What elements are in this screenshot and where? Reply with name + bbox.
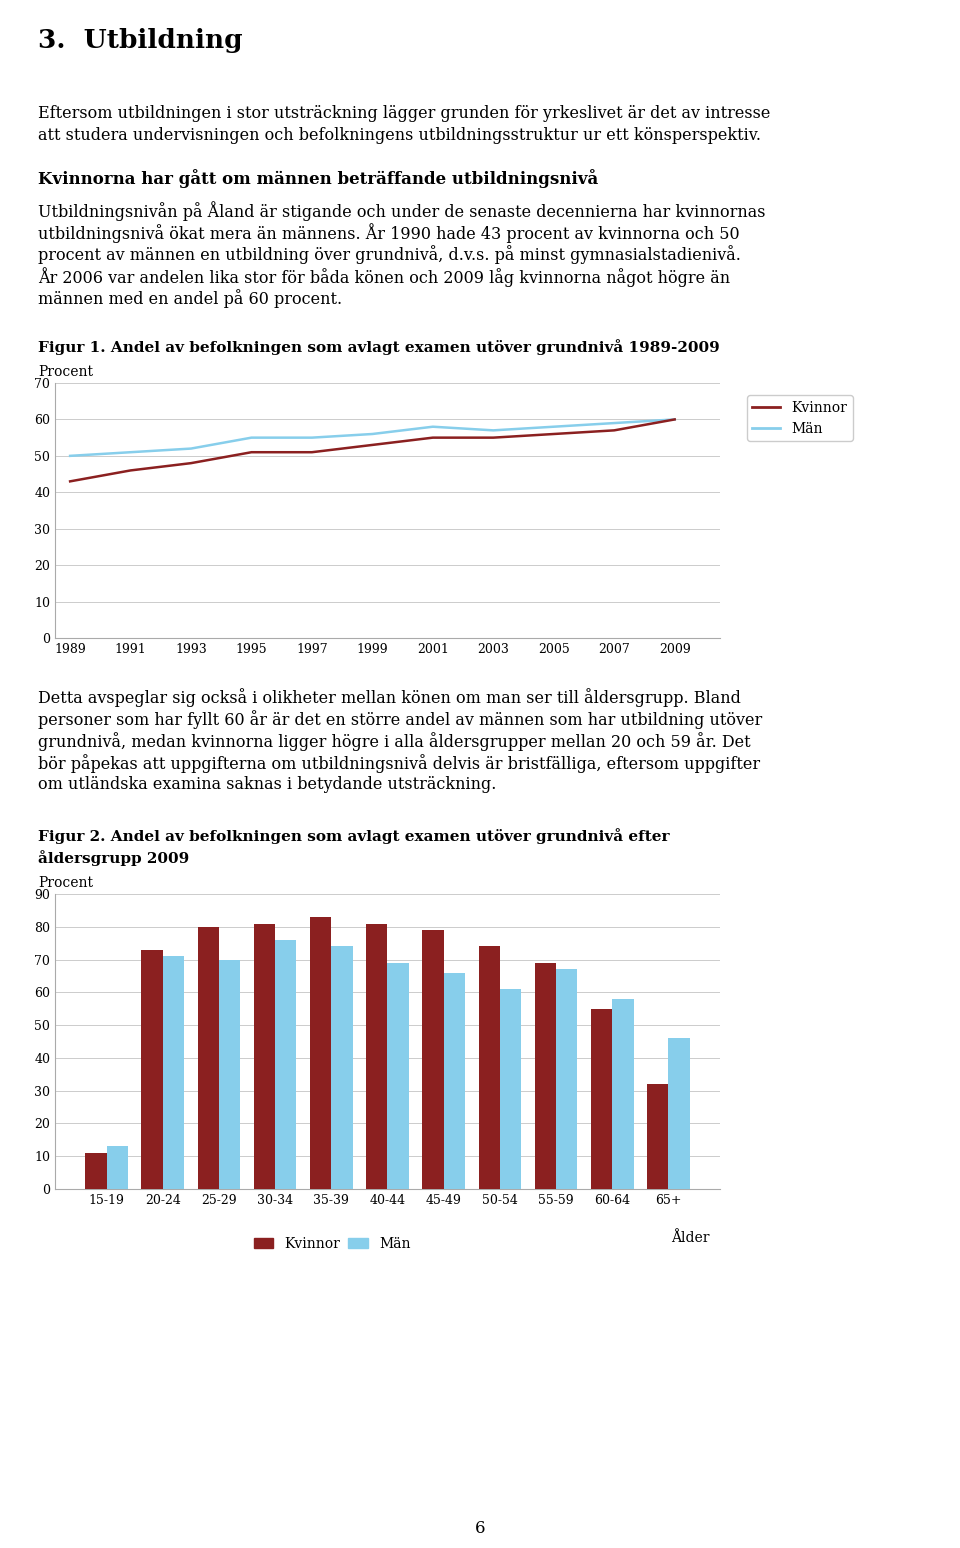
Text: År 2006 var andelen lika stor för båda könen och 2009 låg kvinnorna något högre : År 2006 var andelen lika stor för båda k…	[38, 266, 731, 286]
Bar	[107, 1147, 128, 1189]
Text: bör påpekas att uppgifterna om utbildningsnivå delvis är bristfälliga, eftersom : bör påpekas att uppgifterna om utbildnin…	[38, 754, 760, 772]
Bar	[444, 972, 465, 1189]
Bar	[668, 1039, 690, 1189]
Text: Utbildningsnivån på Åland är stigande och under de senaste decennierna har kvinn: Utbildningsnivån på Åland är stigande oc…	[38, 201, 765, 221]
Bar	[556, 969, 577, 1189]
Text: utbildningsnivå ökat mera än männens. År 1990 hade 43 procent av kvinnorna och 5: utbildningsnivå ökat mera än männens. År…	[38, 223, 739, 243]
Bar	[219, 960, 240, 1189]
Text: Procent: Procent	[38, 876, 93, 890]
Text: Kvinnorna har gått om männen beträffande utbildningsnivå: Kvinnorna har gått om männen beträffande…	[38, 169, 598, 187]
Text: Procent: Procent	[38, 365, 93, 379]
Legend: Kvinnor, Män: Kvinnor, Män	[248, 1231, 416, 1257]
Text: grundnivå, medan kvinnorna ligger högre i alla åldersgrupper mellan 20 och 59 år: grundnivå, medan kvinnorna ligger högre …	[38, 732, 751, 751]
Bar	[366, 924, 388, 1189]
Bar	[331, 946, 352, 1189]
Bar	[591, 1009, 612, 1189]
Bar	[163, 957, 184, 1189]
Bar	[612, 998, 634, 1189]
Bar	[198, 927, 219, 1189]
Text: procent av männen en utbildning över grundnivå, d.v.s. på minst gymnasialstadien: procent av männen en utbildning över gru…	[38, 245, 741, 263]
Bar	[422, 930, 444, 1189]
Bar	[647, 1084, 668, 1189]
Bar	[276, 940, 297, 1189]
Bar	[388, 963, 409, 1189]
Bar	[141, 950, 163, 1189]
Text: Detta avspeglar sig också i olikheter mellan könen om man ser till åldersgrupp. : Detta avspeglar sig också i olikheter me…	[38, 687, 741, 707]
Text: 6: 6	[475, 1520, 485, 1537]
Text: åldersgrupp 2009: åldersgrupp 2009	[38, 850, 189, 865]
Text: att studera undervisningen och befolkningens utbildningsstruktur ur ett könspers: att studera undervisningen och befolknin…	[38, 127, 761, 144]
Text: Ålder: Ålder	[671, 1231, 710, 1245]
Bar	[253, 924, 276, 1189]
Text: om utländska examina saknas i betydande utsträckning.: om utländska examina saknas i betydande …	[38, 776, 496, 793]
Text: Eftersom utbildningen i stor utsträckning lägger grunden för yrkeslivet är det a: Eftersom utbildningen i stor utsträcknin…	[38, 105, 770, 122]
Bar	[85, 1153, 107, 1189]
Bar	[500, 989, 521, 1189]
Text: Figur 2. Andel av befolkningen som avlagt examen utöver grundnivå efter: Figur 2. Andel av befolkningen som avlag…	[38, 828, 669, 844]
Bar	[310, 916, 331, 1189]
Bar	[478, 946, 500, 1189]
Text: Figur 1. Andel av befolkningen som avlagt examen utöver grundnivå 1989-2009: Figur 1. Andel av befolkningen som avlag…	[38, 339, 720, 354]
Text: personer som har fyllt 60 år är det en större andel av männen som har utbildning: personer som har fyllt 60 år är det en s…	[38, 711, 762, 729]
Legend: Kvinnor, Män: Kvinnor, Män	[747, 395, 852, 441]
Text: männen med en andel på 60 procent.: männen med en andel på 60 procent.	[38, 289, 342, 308]
Text: 3.  Utbildning: 3. Utbildning	[38, 28, 243, 53]
Bar	[535, 963, 556, 1189]
